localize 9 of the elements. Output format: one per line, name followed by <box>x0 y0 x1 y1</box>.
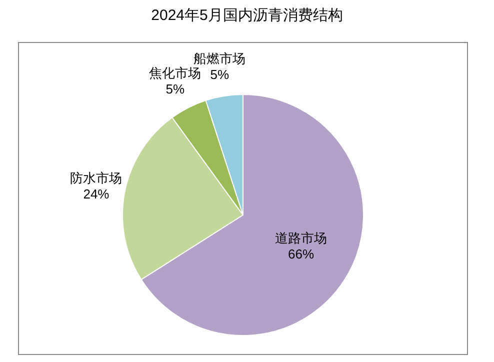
slice-label: 道路市场 <box>275 230 328 246</box>
slice-label: 防水市场 <box>70 170 122 186</box>
chart-title: 2024年5月国内沥青消费结构 <box>150 6 344 25</box>
data-label: 5% <box>210 67 230 82</box>
data-label: 24% <box>83 186 110 202</box>
data-label: 66% <box>288 246 315 262</box>
slice-label: 焦化市场 <box>149 65 202 80</box>
data-label: 5% <box>166 81 185 96</box>
slice-label: 船燃市场 <box>194 51 246 66</box>
